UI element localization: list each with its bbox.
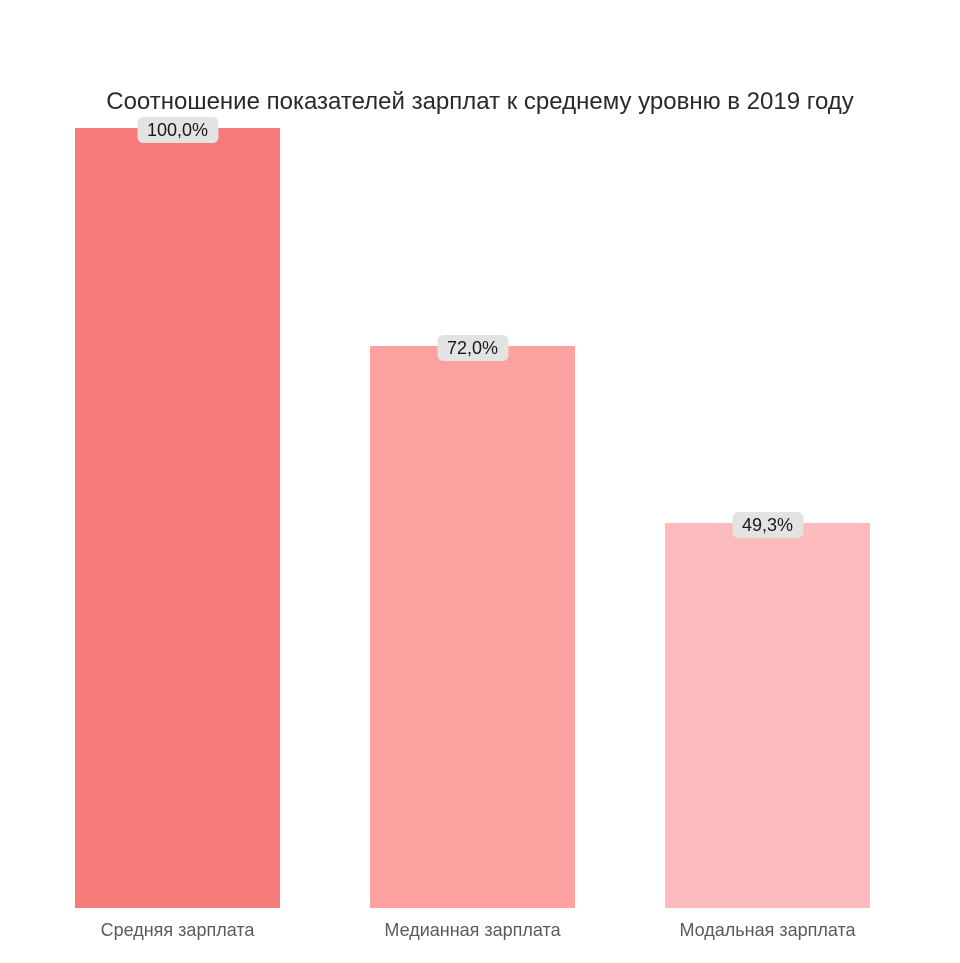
value-badge: 100,0%	[137, 117, 218, 143]
value-badge: 72,0%	[437, 335, 508, 361]
chart-title: Соотношение показателей зарплат к средне…	[0, 88, 960, 116]
bar	[75, 128, 280, 908]
bar	[370, 346, 575, 908]
category-label: Средняя зарплата	[101, 920, 255, 941]
value-badge: 49,3%	[732, 512, 803, 538]
salary-ratio-chart: Соотношение показателей зарплат к средне…	[0, 0, 960, 963]
category-label: Модальная зарплата	[679, 920, 855, 941]
category-label: Медианная зарплата	[384, 920, 560, 941]
bar	[665, 523, 870, 908]
